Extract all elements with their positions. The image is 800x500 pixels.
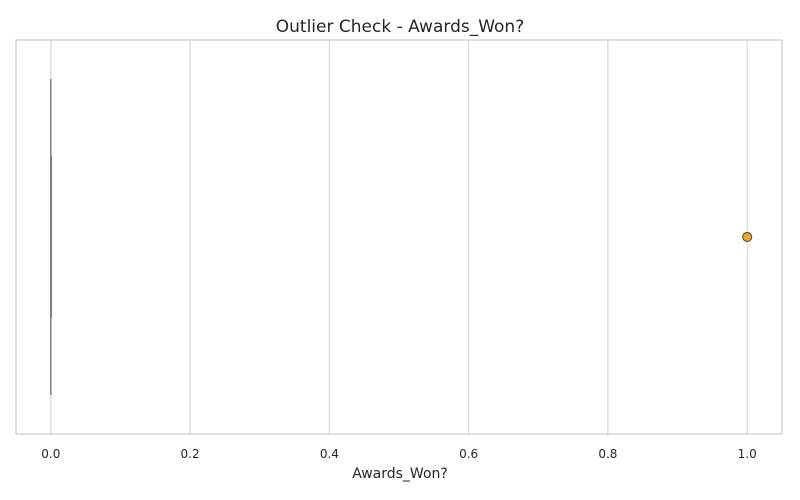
plot-frame [15, 39, 783, 435]
box-element [50, 79, 53, 395]
x-tick-label: 0.2 [181, 447, 200, 461]
x-tick-label: 1.0 [738, 447, 757, 461]
chart-title: Outlier Check - Awards_Won? [276, 17, 524, 37]
outlier-points [742, 231, 753, 243]
x-tick-label: 0.4 [320, 447, 339, 461]
x-axis-label: Awards_Won? [352, 466, 448, 482]
x-tick-label: 0.8 [598, 447, 617, 461]
x-tick-label: 0.0 [41, 447, 60, 461]
x-tick-label: 0.6 [459, 447, 478, 461]
outlier-point [742, 231, 753, 243]
x-tick-labels: 0.0 0.2 0.4 0.6 0.8 1.0 [41, 447, 756, 461]
grid-lines [50, 40, 748, 434]
